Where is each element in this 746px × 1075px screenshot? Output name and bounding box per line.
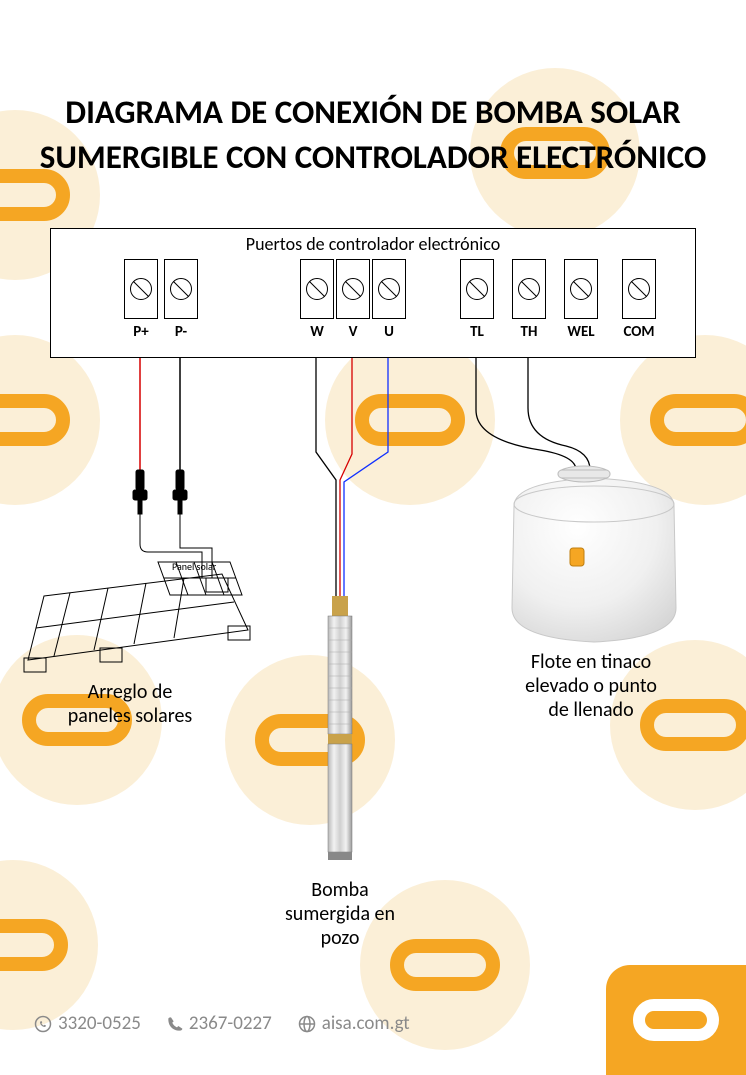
caption-panels: Arreglo de paneles solares (30, 680, 230, 728)
footer: 3320-0525 2367-0227 aisa.com.gt (0, 980, 746, 1075)
footer-whatsapp: 3320-0525 (34, 1012, 141, 1035)
caption-pump: Bomba sumergida en pozo (260, 878, 420, 950)
caption-panel-small: Panel solar (172, 560, 216, 573)
footer-phone: 2367-0227 (167, 1012, 272, 1035)
caption-tank: Flote en tinaco elevado o punto de llena… (486, 650, 696, 722)
brand-logo (606, 965, 746, 1075)
footer-whatsapp-text: 3320-0525 (58, 1012, 141, 1035)
globe-icon (298, 1015, 316, 1033)
phone-icon (167, 1016, 183, 1032)
port-u: U (371, 259, 407, 341)
footer-web: aisa.com.gt (298, 1012, 410, 1035)
port-v: V (335, 259, 371, 341)
tank-icon (496, 458, 692, 648)
page-title: DIAGRAMA DE CONEXIÓN DE BOMBA SOLAR SUME… (0, 90, 746, 179)
port-w: W (299, 259, 335, 341)
footer-phone-text: 2367-0227 (189, 1012, 272, 1035)
pump-icon (324, 596, 356, 860)
port-pminus: P- (163, 259, 199, 341)
footer-web-text: aisa.com.gt (322, 1012, 410, 1035)
port-com: COM (621, 259, 657, 341)
port-pplus: P+ (123, 259, 159, 341)
controller-label: Puertos de controlador electrónico (51, 233, 695, 255)
port-wel: WEL (563, 259, 599, 341)
whatsapp-icon (34, 1015, 52, 1033)
bg-logo (325, 335, 495, 505)
bg-logo (225, 655, 395, 825)
controller-box: Puertos de controlador electrónico P+P- W… (50, 228, 696, 358)
bg-logo (0, 335, 100, 505)
port-tl: TL (459, 259, 495, 341)
port-th: TH (511, 259, 547, 341)
